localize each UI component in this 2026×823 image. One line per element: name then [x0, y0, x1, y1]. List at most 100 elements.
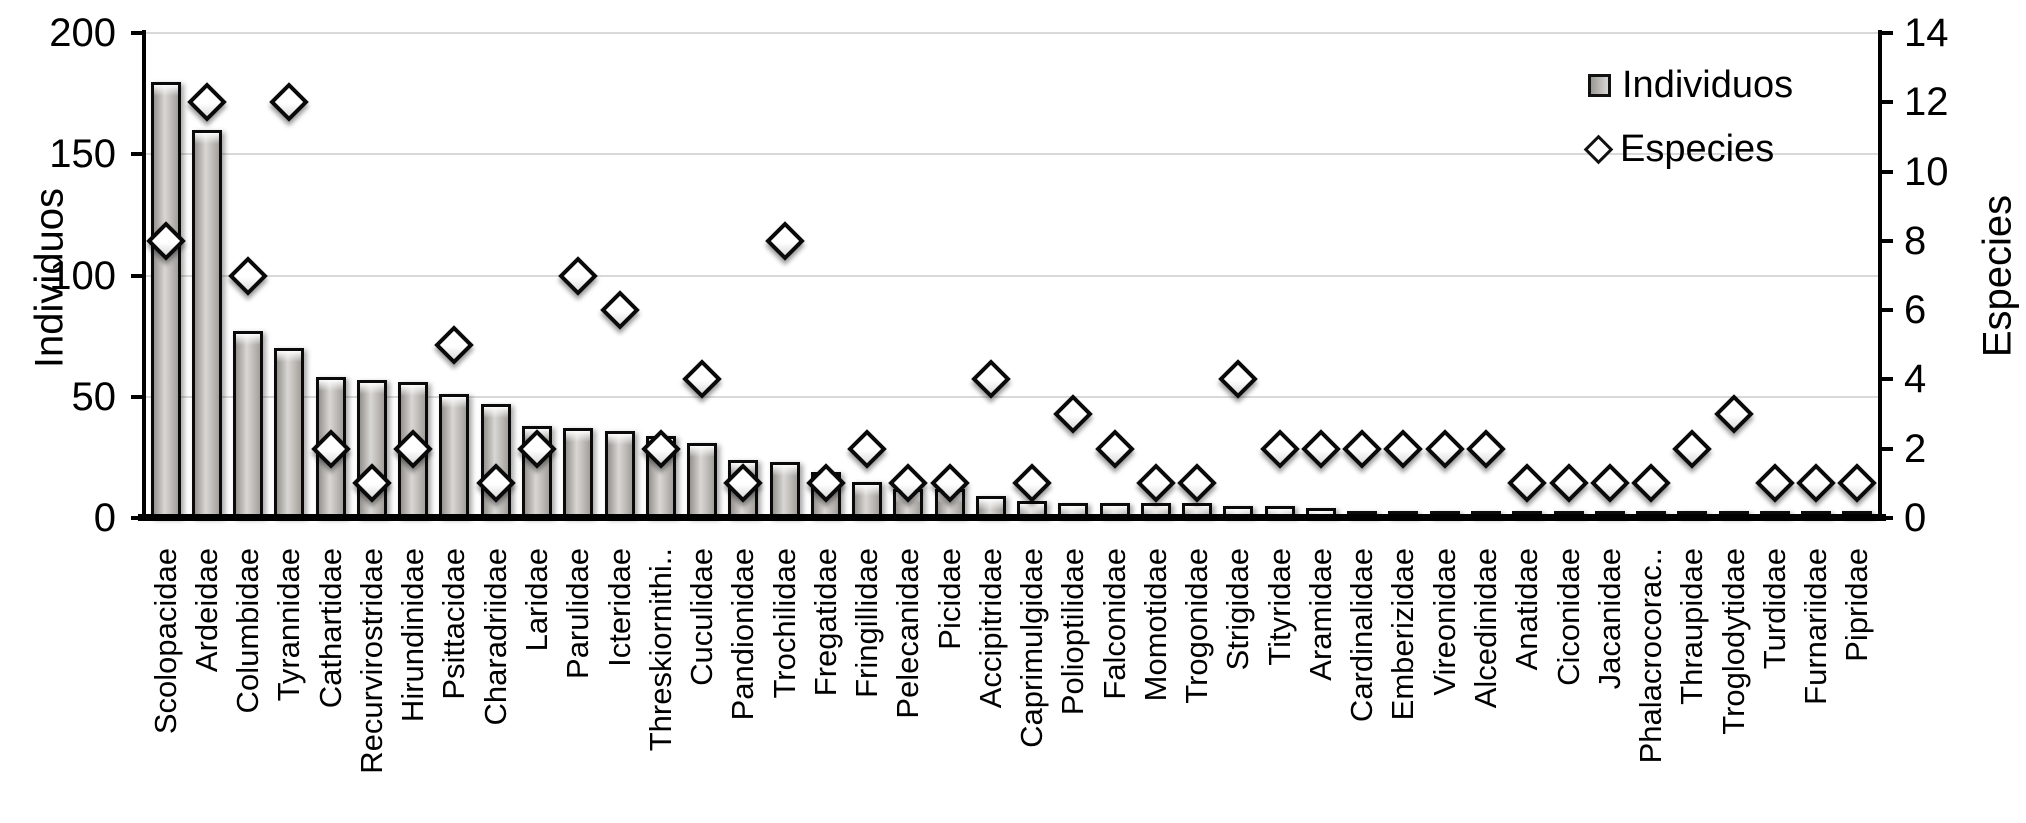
individuos-bar [852, 481, 883, 518]
x-axis-label: Trochilidae [766, 548, 802, 699]
especies-marker [434, 324, 475, 365]
right-axis-tick [1879, 169, 1893, 174]
x-axis-label: Cathartidae [312, 548, 348, 709]
x-axis-label: Strigidae [1220, 548, 1256, 671]
right-axis-tick-label: 6 [1904, 288, 1927, 333]
x-axis-label: Laridae [518, 548, 554, 652]
especies-diamond-icon [1583, 134, 1614, 165]
especies-marker [1259, 428, 1300, 469]
left-axis-tick-label: 0 [93, 496, 116, 540]
x-axis-label: Ardeidae [188, 548, 224, 673]
especies-marker [1548, 463, 1589, 504]
x-axis-label: Pelecanidae [890, 548, 926, 719]
x-axis-label: Emberizidae [1385, 548, 1421, 721]
x-axis-label: Ciconidae [1550, 548, 1586, 686]
right-axis-tick-label: 4 [1904, 357, 1927, 402]
especies-marker [558, 255, 599, 296]
especies-marker [1177, 463, 1217, 504]
x-axis-label: Charadriidae [477, 548, 513, 726]
right-axis-tick [1879, 446, 1893, 451]
x-axis-label: Hirundinidae [395, 548, 431, 723]
especies-marker [228, 255, 268, 296]
left-axis-tick-label: 150 [49, 132, 116, 177]
gridline [146, 395, 1878, 398]
x-axis-label: Psittacidae [436, 548, 472, 700]
right-axis-tick [1879, 377, 1893, 382]
especies-marker [847, 428, 887, 469]
especies-marker [1136, 463, 1176, 504]
especies-marker [1301, 428, 1341, 469]
x-axis-label: Phalacrocorac.. [1633, 548, 1669, 764]
especies-marker [1796, 463, 1836, 504]
x-axis-label: Jacanidae [1591, 548, 1627, 690]
x-axis-label: Cardinalidae [1344, 548, 1380, 723]
legend-item-individuos: Individuos [1588, 64, 1793, 107]
x-axis-label: Caprimulgidae [1014, 548, 1050, 748]
right-axis-tick [1879, 31, 1893, 35]
left-axis-tick [131, 394, 145, 399]
individuos-bar [687, 442, 718, 518]
x-axis-label: Furnariidae [1798, 548, 1834, 705]
especies-marker [599, 290, 640, 330]
legend-label-especies: Especies [1620, 128, 1775, 170]
especies-marker [1424, 428, 1465, 469]
especies-marker [971, 359, 1011, 400]
especies-marker [1755, 463, 1795, 504]
left-axis-tick [131, 273, 145, 278]
especies-marker [1053, 394, 1094, 434]
especies-marker [1837, 463, 1878, 504]
right-axis-line [1878, 30, 1882, 521]
individuos-square-icon [1588, 74, 1611, 97]
right-axis-tick [1879, 238, 1893, 243]
right-axis-tick-label: 12 [1904, 80, 1949, 125]
x-axis-line [138, 514, 1886, 521]
x-axis-label: Threskiornithi.. [642, 548, 678, 752]
especies-marker [1383, 428, 1424, 469]
right-axis-tick [1879, 100, 1893, 105]
right-axis-tick-label: 10 [1904, 149, 1949, 194]
gridline [146, 32, 1878, 34]
left-axis-title: Individuos [27, 187, 72, 369]
x-axis-label: Anatidae [1509, 548, 1545, 671]
individuos-bar [150, 81, 181, 518]
x-axis-label: Icteridae [601, 548, 637, 667]
x-axis-label: Scolopacidae [147, 548, 183, 735]
x-axis-label: Turdidae [1756, 548, 1792, 670]
individuos-bar [769, 462, 800, 518]
especies-marker [764, 221, 805, 261]
right-axis-tick-label: 2 [1904, 426, 1927, 471]
right-axis-tick [1879, 516, 1893, 520]
especies-marker [269, 82, 310, 123]
especies-marker [187, 82, 227, 123]
especies-marker [1631, 463, 1671, 504]
x-axis-label: Pandionidae [725, 548, 761, 721]
gridline [146, 153, 1878, 156]
x-axis-label: Aramidae [1302, 548, 1338, 681]
especies-marker [1589, 463, 1630, 504]
individuos-bar [604, 430, 635, 518]
x-axis-label: Tyrannidae [271, 548, 307, 702]
x-axis-label: Fringillidae [849, 548, 885, 698]
x-axis-label: Accipitridae [972, 548, 1008, 709]
x-axis-label: Parulidae [560, 548, 596, 679]
individuos-bar [233, 331, 264, 518]
x-axis-label: Alcedinidae [1468, 548, 1503, 709]
left-axis-tick-label: 100 [49, 253, 116, 298]
left-axis-tick [131, 152, 145, 157]
left-axis-tick-label: 50 [71, 374, 117, 419]
especies-marker [1094, 428, 1135, 469]
x-axis-label: Momotidae [1137, 548, 1173, 702]
individuos-bar [439, 394, 470, 518]
especies-marker [1342, 428, 1383, 469]
especies-marker [1672, 428, 1713, 469]
legend-label-individuos: Individuos [1622, 64, 1794, 106]
especies-marker [682, 359, 722, 400]
x-axis-label: Trogonidae [1179, 548, 1215, 704]
right-axis-tick [1879, 308, 1893, 313]
right-axis-title: Especies [1975, 194, 2020, 358]
x-axis-label: Polioptilidae [1055, 548, 1091, 716]
x-axis-label: Tityridae [1261, 548, 1297, 666]
x-axis-label: Cuculidae [684, 548, 720, 686]
right-axis-tick-label: 8 [1904, 218, 1927, 263]
